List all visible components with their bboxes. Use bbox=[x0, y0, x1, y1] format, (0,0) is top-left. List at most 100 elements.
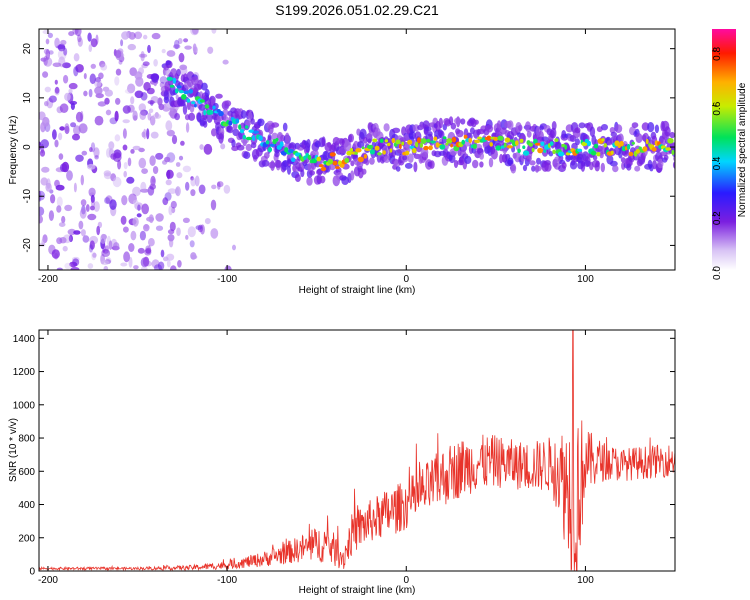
spectrogram-noise-cell bbox=[222, 59, 229, 65]
spectrogram-ridge-cell bbox=[267, 146, 273, 153]
spectrogram-band-cell bbox=[578, 122, 586, 129]
spectrogram-noise-cell bbox=[105, 245, 109, 252]
spectrogram-ridge-cell bbox=[172, 77, 177, 84]
spectrogram-ridge-cell bbox=[651, 147, 657, 152]
spectrogram-noise-cell bbox=[216, 181, 224, 188]
spectrogram-noise-cell bbox=[55, 184, 65, 191]
spectrogram-band-cell bbox=[268, 124, 274, 135]
snr-series-line bbox=[39, 330, 675, 571]
spectrogram-ridge-cell bbox=[506, 145, 513, 149]
spectrogram-noise-cell bbox=[166, 129, 175, 137]
spectrogram-band-cell bbox=[240, 110, 247, 119]
spectrogram-band-cell bbox=[395, 166, 401, 172]
spectrogram-noise-cell bbox=[174, 39, 180, 50]
spectrogram-noise-cell bbox=[42, 71, 49, 78]
spectrogram-band-cell bbox=[413, 161, 418, 173]
spectrogram-noise-cell bbox=[98, 72, 104, 80]
spectrogram-noise-cell bbox=[88, 187, 96, 197]
spectrogram-noise-cell bbox=[140, 92, 148, 101]
spectrogram-noise-cell bbox=[44, 101, 49, 107]
spectrogram-band-cell bbox=[510, 163, 517, 174]
spectrogram-band-cell bbox=[300, 169, 305, 178]
spectrogram-x-label: Height of straight line (km) bbox=[299, 285, 416, 296]
spectrogram-ridge-cell bbox=[665, 147, 672, 151]
spectrogram-noise-cell bbox=[54, 139, 59, 148]
spectrogram-ridge-cell bbox=[419, 142, 423, 148]
spectrogram-ridge-cell bbox=[372, 138, 378, 143]
spectrogram-noise-cell bbox=[48, 210, 55, 222]
spectrogram-band-cell bbox=[600, 162, 605, 173]
spectrogram-ridge-cell bbox=[191, 101, 196, 105]
spectrogram-noise-cell bbox=[128, 243, 135, 252]
spectrogram-band-cell bbox=[263, 152, 270, 159]
spectrogram-noise-cell bbox=[70, 267, 80, 270]
spectrogram-band-cell bbox=[634, 165, 641, 172]
spectrogram-ridge-cell bbox=[495, 145, 502, 151]
spectrogram-ridge-cell bbox=[543, 149, 547, 153]
spectrogram-ridge-cell bbox=[344, 157, 350, 163]
spectrogram-band-cell bbox=[474, 119, 479, 125]
spectrogram-band-cell bbox=[282, 122, 288, 132]
spectrogram-noise-cell bbox=[45, 49, 51, 60]
spectrogram-ridge-cell bbox=[169, 84, 175, 88]
spectrogram-noise-cell bbox=[82, 235, 90, 243]
colorbar-label: Normalized spectral amplitude bbox=[737, 82, 748, 217]
spectrogram-noise-cell bbox=[137, 204, 141, 211]
spectrogram-ridge-cell bbox=[287, 149, 294, 154]
snr-x-ticks: -200 -100 0 100 bbox=[38, 330, 594, 586]
spectrogram-ridge-cell bbox=[528, 142, 533, 147]
spectrogram-band-cell bbox=[341, 176, 349, 186]
spectrogram-noise-cell bbox=[138, 53, 148, 58]
spectrogram-band-cell bbox=[647, 122, 655, 133]
spectrogram-noise-cell bbox=[52, 129, 57, 140]
spectrogram-noise-cell bbox=[184, 45, 192, 50]
spectrogram-band-cell bbox=[657, 158, 664, 169]
spectrogram-noise-cell bbox=[146, 216, 155, 222]
spectrogram-noise-cell bbox=[73, 230, 81, 235]
spectrogram-ridge-cell bbox=[540, 141, 545, 147]
spectrogram-band-cell bbox=[198, 104, 206, 111]
spectrogram-band-cell bbox=[554, 141, 562, 152]
spectrogram-noise-cell bbox=[177, 260, 182, 268]
spectrogram-noise-cell bbox=[54, 86, 60, 94]
spectrogram-noise-cell bbox=[92, 252, 97, 258]
spectrogram-band-cell bbox=[305, 142, 311, 153]
spectrogram-noise-cell bbox=[182, 165, 192, 173]
spectrogram-noise-cell bbox=[56, 45, 66, 49]
spectrogram-ridge-cell bbox=[235, 118, 240, 124]
spectrogram-noise-cell bbox=[73, 66, 79, 77]
spectrogram-ridge-cell bbox=[316, 156, 322, 162]
spectrogram-band-cell bbox=[541, 136, 549, 142]
spectrogram-noise-cell bbox=[142, 61, 150, 66]
spectrogram-ridge-cell bbox=[565, 152, 571, 156]
spectrogram-noise-cell bbox=[45, 38, 50, 45]
spectrogram-noise-cell bbox=[63, 47, 68, 56]
spectrogram-ridge-cell bbox=[401, 141, 405, 146]
spectrogram-noise-cell bbox=[88, 244, 94, 253]
spectrogram-ridge-cell bbox=[519, 138, 524, 143]
spectrogram-noise-cell bbox=[56, 237, 63, 245]
spectrogram-noise-cell bbox=[114, 134, 121, 142]
spectrogram-ridge-cell bbox=[477, 136, 482, 140]
spectrogram-noise-cell bbox=[134, 31, 143, 40]
spectrogram-ridge-cell bbox=[428, 145, 433, 151]
spectrogram-noise-cell bbox=[41, 166, 50, 173]
spectrogram-noise-cell bbox=[68, 82, 78, 90]
snr-y-tick-label: 400 bbox=[18, 500, 35, 511]
spectrogram-ridge-cell bbox=[537, 147, 543, 154]
spectrogram-ridge-cell bbox=[500, 145, 505, 149]
spectrogram-noise-cell bbox=[151, 32, 161, 40]
spectrogram-ridge-cell bbox=[415, 141, 419, 148]
colorbar-tick-label: 0.2 bbox=[712, 211, 723, 225]
spectrogram-noise-cell bbox=[100, 233, 107, 244]
spectrogram-band-cell bbox=[165, 60, 171, 66]
spectrogram-band-cell bbox=[490, 145, 496, 155]
spectrogram-noise-cell bbox=[164, 156, 171, 163]
spectrogram-noise-cell bbox=[123, 251, 130, 263]
spectrogram-band-cell bbox=[589, 126, 596, 138]
spectrogram-band-cell bbox=[524, 121, 531, 132]
spectrogram-noise-cell bbox=[90, 205, 95, 211]
spectrogram-noise-cell bbox=[130, 96, 135, 105]
spectrogram-noise-cell bbox=[185, 234, 189, 240]
